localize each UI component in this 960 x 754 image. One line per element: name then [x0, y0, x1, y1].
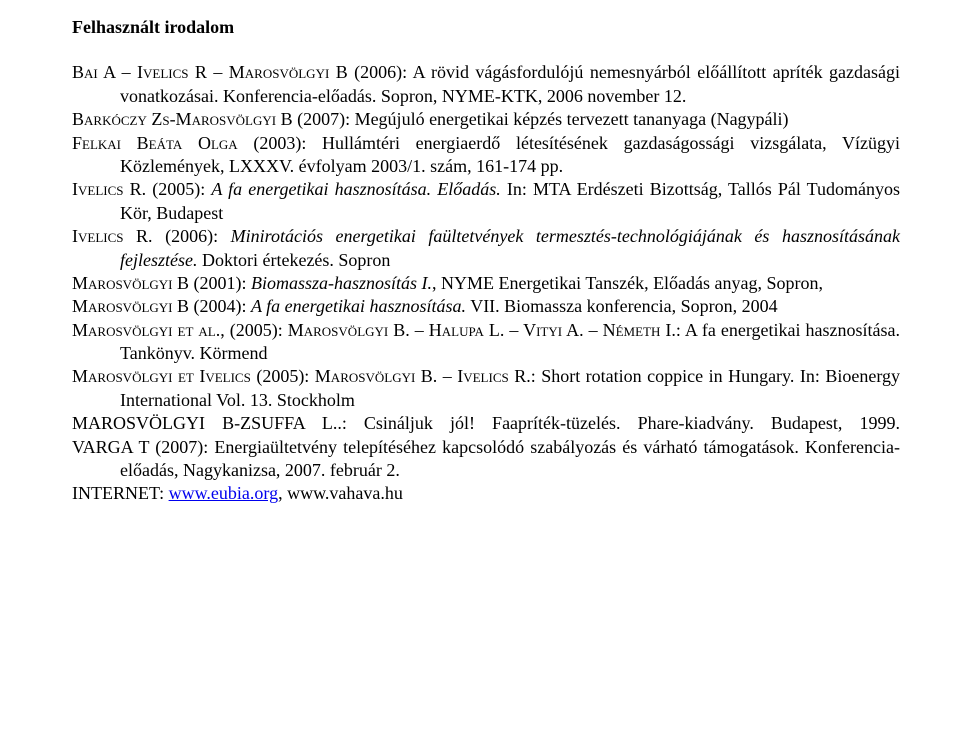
entry-text: (2003): Hullámtéri energiaerdő létesítés…: [120, 133, 900, 176]
bibliography-entry: Felkai Beáta Olga (2003): Hullámtéri ene…: [72, 132, 900, 179]
link-vahava: www.vahava.hu: [287, 483, 403, 503]
entry-text: Doktori értekezés. Sopron: [197, 250, 390, 270]
entry-authors: Ivelics R.: [72, 179, 146, 199]
entry-title: Biomassza-hasznosítás I.: [251, 273, 432, 293]
internet-line: INTERNET: www.eubia.org, www.vahava.hu: [72, 482, 900, 505]
bibliography-entry: Marosvölgyi B (2001): Biomassza-hasznosí…: [72, 272, 900, 295]
entry-authors: Felkai Beáta Olga: [72, 133, 238, 153]
entry-text: (2005):: [251, 366, 315, 386]
entry-text: , (2005):: [220, 320, 288, 340]
entry-text: (2004):: [189, 296, 251, 316]
document-page: Felhasznált irodalom Bai A – Ivelics R –…: [0, 0, 960, 526]
bibliography-entry: Ivelics R. (2005): A fa energetikai hasz…: [72, 178, 900, 225]
bibliography-entry: Marosvölgyi et Ivelics (2005): Marosvölg…: [72, 365, 900, 412]
link-eubia[interactable]: www.eubia.org: [169, 483, 278, 503]
entry-authors: Marosvölgyi B: [72, 296, 189, 316]
bibliography-entry: Barkóczy Zs-Marosvölgyi B (2007): Megúju…: [72, 108, 900, 131]
entry-text: (2006):: [153, 226, 231, 246]
entry-authors: Marosvölgyi B: [72, 273, 189, 293]
entry-text: VII. Biomassza konferencia, Sopron, 2004: [466, 296, 778, 316]
entry-text: , NYME Energetikai Tanszék, Előadás anya…: [432, 273, 823, 293]
entry-authors: MAROSVÖLGYI B-ZSUFFA L.: [72, 413, 337, 433]
entry-authors: Bai A – Ivelics R – Marosvölgyi B: [72, 62, 348, 82]
entry-title: A fa energetikai hasznosítása. Előadás.: [211, 179, 500, 199]
bibliography-entry: MAROSVÖLGYI B-ZSUFFA L..: Csináljuk jól!…: [72, 412, 900, 435]
separator: ,: [278, 483, 287, 503]
bibliography-entry: Ivelics R. (2006): Minirotációs energeti…: [72, 225, 900, 272]
entry-title: A fa energetikai hasznosítása.: [251, 296, 466, 316]
bibliography-entry: VARGA T (2007): Energiaültetvény telepít…: [72, 436, 900, 483]
internet-label: INTERNET:: [72, 483, 169, 503]
entry-authors: Marosvölgyi B. – Halupa L. – Vityi A. – …: [288, 320, 672, 340]
entry-text: .: Csináljuk jól! Faapríték-tüzelés. Pha…: [337, 413, 900, 433]
entry-authors: Marosvölgyi et Ivelics: [72, 366, 251, 386]
entry-text: (2007): Megújuló energetikai képzés terv…: [293, 109, 789, 129]
bibliography-entry: Marosvölgyi B (2004): A fa energetikai h…: [72, 295, 900, 318]
entry-text: (2005):: [146, 179, 211, 199]
entry-text: (2001):: [189, 273, 251, 293]
entry-authors: Marosvölgyi B. – Ivelics R: [315, 366, 526, 386]
entry-authors: Barkóczy Zs-Marosvölgyi B: [72, 109, 293, 129]
entry-authors: Marosvölgyi et al.: [72, 320, 220, 340]
bibliography-heading: Felhasznált irodalom: [72, 16, 900, 39]
bibliography-entry: Bai A – Ivelics R – Marosvölgyi B (2006)…: [72, 61, 900, 108]
entry-authors: VARGA T: [72, 437, 149, 457]
entry-authors: Ivelics R.: [72, 226, 153, 246]
bibliography-entry: Marosvölgyi et al., (2005): Marosvölgyi …: [72, 319, 900, 366]
entry-text: (2007): Energiaültetvény telepítéséhez k…: [120, 437, 900, 480]
